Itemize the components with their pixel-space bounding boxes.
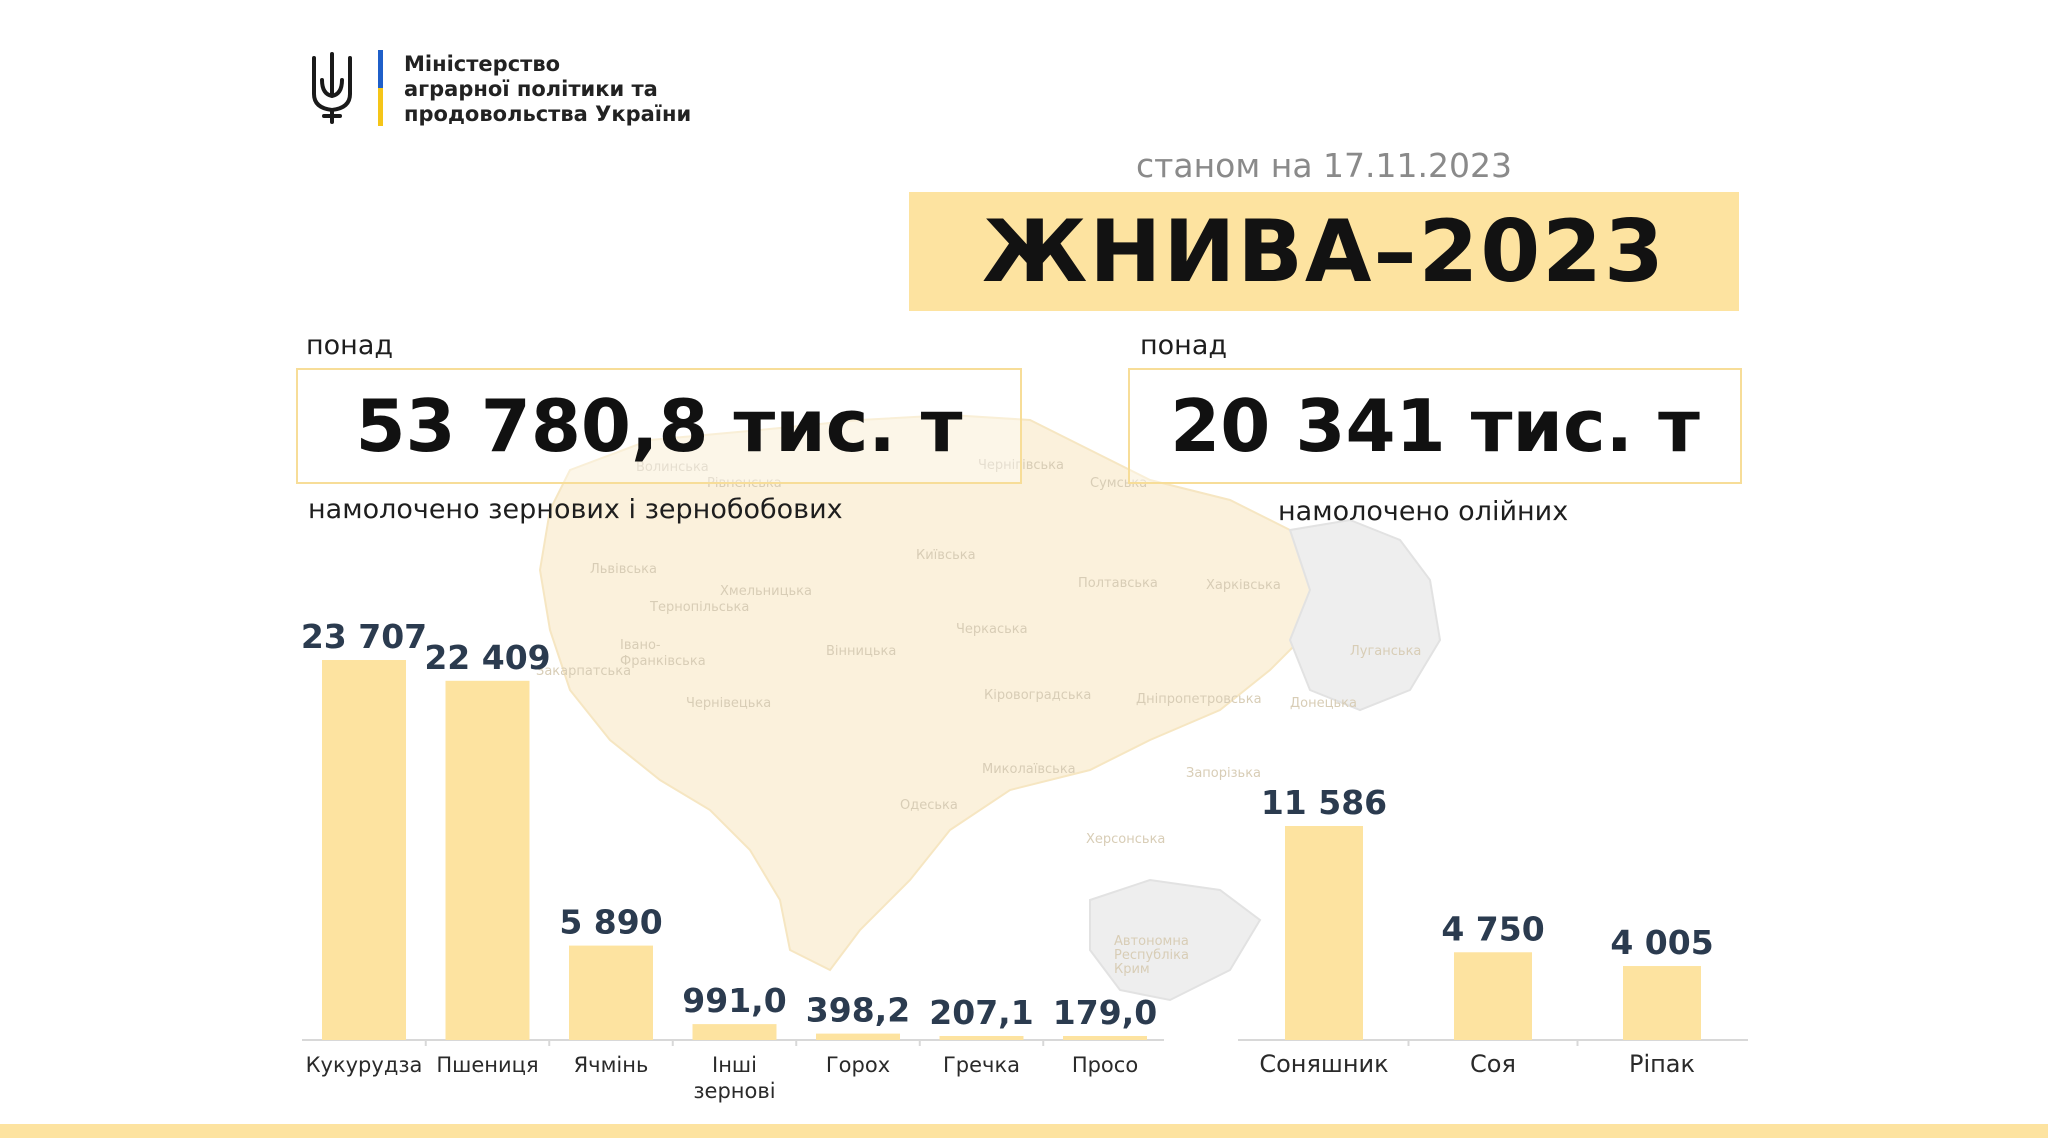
data-label: 207,1 [929, 993, 1033, 1032]
region-label: Херсонська [1086, 832, 1166, 847]
region-label: Вінницька [826, 644, 897, 659]
bar [1454, 952, 1532, 1040]
page-title: ЖНИВА–2023 [982, 201, 1666, 302]
bar [816, 1033, 900, 1040]
map-western-part [538, 413, 1332, 972]
ministry-name-line: Міністерство [404, 52, 561, 76]
region-label: Волинська [636, 460, 709, 475]
category-label: Інші [712, 1053, 757, 1077]
oilseeds-caption: намолочено олійних [1278, 496, 1569, 527]
region-label: Автономна [1114, 934, 1189, 949]
region-label: Івано- [620, 638, 661, 653]
category-label: зернові [693, 1079, 775, 1103]
bar [1623, 966, 1701, 1040]
region-label: Київська [916, 548, 976, 563]
map-occupied-crimea [1089, 878, 1262, 1002]
region-label: Республіка [1114, 948, 1189, 963]
region-label: Харківська [1206, 578, 1281, 593]
region-label: Луганська [1350, 644, 1422, 659]
region-label: Чернівецька [686, 696, 772, 711]
region-label: Дніпропетровська [1136, 692, 1262, 707]
region-label: Закарпатська [536, 664, 632, 679]
data-label: 4 750 [1441, 909, 1544, 948]
oilseeds-total-value: 20 341 тис. т [1170, 384, 1700, 468]
bar [1063, 1036, 1147, 1040]
bar [939, 1036, 1024, 1040]
bar [445, 680, 530, 1040]
region-label: Запорізька [1186, 766, 1262, 781]
region-label: Тернопільська [650, 600, 750, 615]
trident-coat-of-arms-icon [312, 52, 352, 124]
data-label: 5 890 [559, 903, 662, 942]
region-label: Львівська [590, 562, 657, 577]
data-label: 398,2 [806, 991, 910, 1030]
bottom-stripe [0, 1124, 2048, 1138]
grains-caption: намолочено зернових і зернобобових [308, 494, 843, 525]
category-label: Горох [826, 1053, 890, 1077]
category-label: Кукурудза [306, 1053, 423, 1077]
region-label: Одеська [900, 798, 958, 813]
region-label: Миколаївська [982, 762, 1076, 777]
region-label: Кіровоградська [984, 688, 1092, 703]
bar [322, 660, 406, 1040]
category-label: Просо [1072, 1053, 1138, 1077]
category-label: Пшениця [436, 1053, 538, 1077]
category-label: Гречка [943, 1053, 1020, 1077]
region-label: Франківська [620, 654, 706, 669]
category-label: Ячмінь [574, 1053, 649, 1077]
grains-over-label: понад [306, 330, 394, 361]
data-label: 22 409 [424, 638, 550, 677]
category-label: Ріпак [1629, 1050, 1695, 1078]
category-label: Соя [1470, 1050, 1516, 1078]
bar [569, 945, 653, 1040]
region-label: Полтавська [1078, 576, 1158, 591]
data-label: 11 586 [1261, 783, 1387, 822]
flag-divider [378, 50, 383, 126]
category-label: Соняшник [1259, 1050, 1388, 1078]
map-occupied-east [1288, 518, 1442, 712]
region-label: Черкаська [956, 622, 1028, 637]
bar [692, 1024, 777, 1040]
data-label: 4 005 [1610, 923, 1713, 962]
oilseeds-total-box: 20 341 тис. т [1128, 368, 1742, 484]
flag-blue-stripe [378, 50, 383, 88]
data-label: 23 707 [301, 617, 427, 656]
oilseeds-over-label: понад [1140, 330, 1228, 361]
title-banner: ЖНИВА–2023 [909, 192, 1739, 311]
grains-total-value: 53 780,8 тис. т [355, 384, 963, 468]
ministry-name: Міністерство аграрної політики та продов… [404, 52, 691, 127]
region-label: Сумська [1090, 476, 1148, 491]
ministry-name-line: продовольства України [404, 102, 692, 126]
region-label: Хмельницька [720, 584, 812, 599]
ukraine-map-background [538, 413, 1442, 1002]
region-label: Донецька [1290, 696, 1357, 711]
date-line: станом на 17.11.2023 [1136, 146, 1512, 185]
ministry-name-line: аграрної політики та [404, 77, 658, 101]
flag-yellow-stripe [378, 88, 383, 126]
region-label: Крим [1114, 962, 1150, 977]
bar [1285, 826, 1363, 1040]
data-label: 179,0 [1053, 993, 1157, 1032]
data-label: 991,0 [682, 981, 786, 1020]
grains-total-box: 53 780,8 тис. т [296, 368, 1022, 484]
